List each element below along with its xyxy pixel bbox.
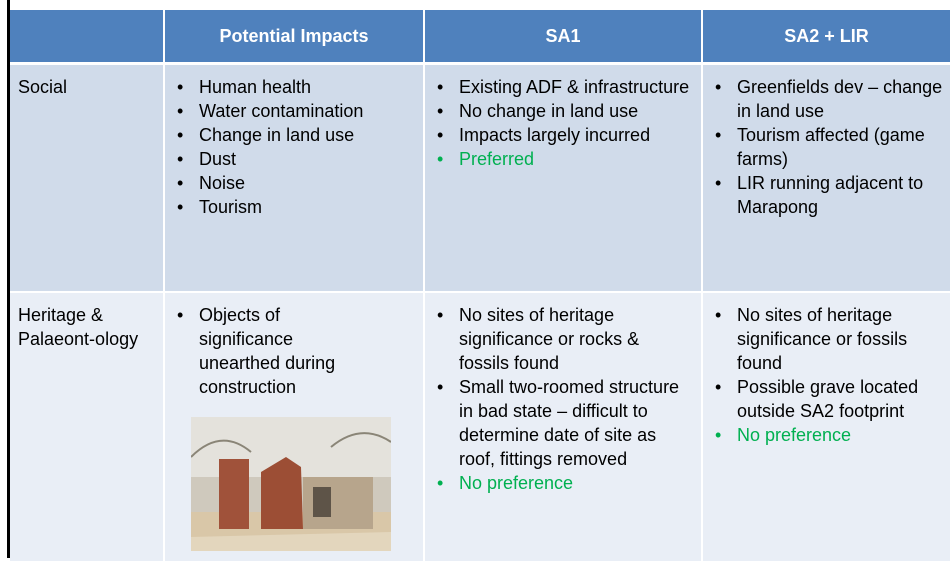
bullet-item: Dust — [177, 147, 377, 171]
bullet-item: No preference — [437, 471, 691, 495]
bullet-list: Existing ADF & infrastructureNo change i… — [433, 75, 691, 171]
bullet-item: Impacts largely incurred — [437, 123, 691, 147]
header-cell — [10, 10, 165, 65]
table-body: SocialHuman healthWater contaminationCha… — [10, 63, 951, 563]
bullet-item: Tourism affected (game farms) — [715, 123, 951, 171]
header-cell: Potential Impacts — [164, 10, 425, 65]
bullet-item: Existing ADF & infrastructure — [437, 75, 691, 99]
bullet-item: No preference — [715, 423, 951, 447]
bullet-list: Human healthWater contaminationChange in… — [173, 75, 377, 219]
bullet-list: No sites of heritage significance or roc… — [433, 303, 691, 495]
row-label: Social — [10, 63, 165, 293]
cell: Existing ADF & infrastructureNo change i… — [424, 63, 703, 293]
bullet-item: Water contamination — [177, 99, 377, 123]
cell: Human healthWater contaminationChange in… — [164, 63, 425, 293]
bullet-item: No sites of heritage significance or fos… — [715, 303, 951, 375]
bullet-item: Possible grave located outside SA2 footp… — [715, 375, 951, 423]
bullet-item: Tourism — [177, 195, 377, 219]
bullet-list: Objects of significance unearthed during… — [173, 303, 377, 399]
table-row: Heritage & Palaeont-ologyObjects of sign… — [10, 292, 951, 563]
bullet-item: Human health — [177, 75, 377, 99]
table-row: SocialHuman healthWater contaminationCha… — [10, 63, 951, 293]
bullet-item: No change in land use — [437, 99, 691, 123]
header-cell: SA2 + LIR — [702, 10, 951, 65]
cell: No sites of heritage significance or roc… — [424, 292, 703, 563]
cell: Greenfields dev – change in land useTour… — [702, 63, 951, 293]
header-row: Potential Impacts SA1 SA2 + LIR — [10, 10, 951, 65]
cell: No sites of heritage significance or fos… — [702, 292, 951, 563]
bullet-item: Objects of significance unearthed during… — [177, 303, 377, 399]
header-cell: SA1 — [424, 10, 703, 65]
cell: Objects of significance unearthed during… — [164, 292, 425, 563]
bullet-list: No sites of heritage significance or fos… — [711, 303, 951, 447]
bullet-list: Greenfields dev – change in land useTour… — [711, 75, 951, 219]
bullet-item: Preferred — [437, 147, 691, 171]
bullet-item: Greenfields dev – change in land use — [715, 75, 951, 123]
bullet-item: Change in land use — [177, 123, 377, 147]
bullet-item: No sites of heritage significance or roc… — [437, 303, 691, 375]
bullet-item: Small two-roomed structure in bad state … — [437, 375, 691, 471]
row-label: Heritage & Palaeont-ology — [10, 292, 165, 563]
ruin-photo — [191, 417, 391, 551]
bullet-item: LIR running adjacent to Marapong — [715, 171, 951, 219]
left-border — [7, 0, 10, 558]
bullet-item: Noise — [177, 171, 377, 195]
